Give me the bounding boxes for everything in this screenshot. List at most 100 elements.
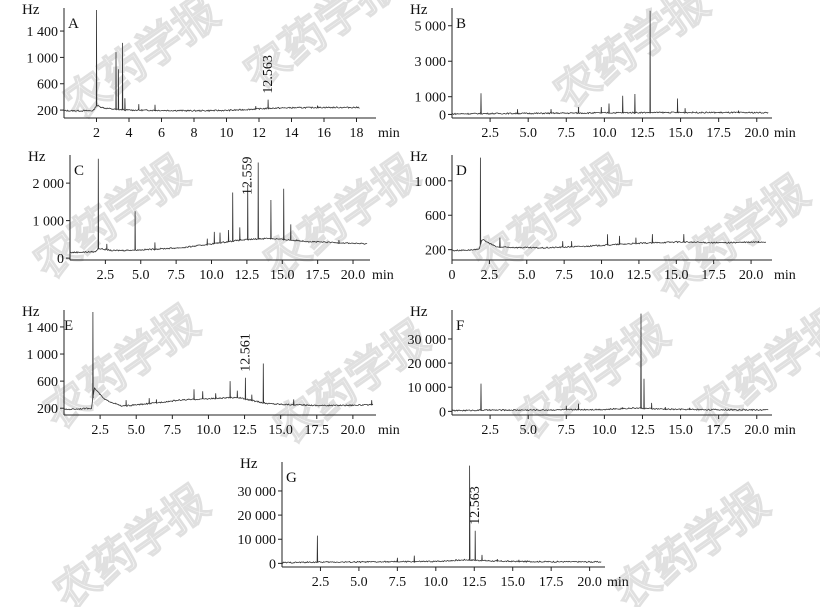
x-tick-label: 15.0 <box>668 126 693 141</box>
x-tick-label: 17.5 <box>706 423 731 438</box>
y-tick-label: 0 <box>439 108 446 123</box>
x-tick-label: 2 <box>93 126 100 141</box>
y-tick-label: 1 000 <box>415 175 447 190</box>
peak-annotation: 12.561 <box>238 333 253 372</box>
x-tick-label: 0 <box>449 268 456 283</box>
x-tick-label: 15.0 <box>268 423 293 438</box>
x-tick-label: 17.5 <box>701 268 726 283</box>
x-axis-label: min <box>774 268 796 283</box>
panel-d: 200 600 1 000 0 2.5 5.0 7.5 10.0 12.5 15.0 17.5 20.… <box>410 149 796 283</box>
y-tick-label: 5 000 <box>415 20 447 35</box>
y-tick-label: 0 <box>57 252 64 267</box>
x-tick-label: 7.5 <box>389 575 407 590</box>
x-tick-label: 10.0 <box>592 126 617 141</box>
chromatogram-trace <box>63 9 360 112</box>
x-tick-label: 12.5 <box>232 423 257 438</box>
x-tick-label: 5.0 <box>350 575 368 590</box>
y-unit-label: Hz <box>28 149 46 165</box>
chromatogram-trace <box>451 313 769 412</box>
x-tick-label: 2.5 <box>481 268 499 283</box>
x-axis-label: min <box>378 423 400 438</box>
x-tick-label: 12.5 <box>627 268 652 283</box>
x-axis-label: min <box>774 423 796 438</box>
y-tick-label: 0 <box>439 405 446 420</box>
panel-label: D <box>456 163 467 179</box>
panel-label: C <box>74 163 84 179</box>
y-unit-label: Hz <box>22 2 40 18</box>
y-tick-label: 200 <box>37 104 58 119</box>
y-tick-label: 200 <box>37 402 58 417</box>
y-tick-label: 0 <box>269 557 276 572</box>
y-tick-label: 2 000 <box>33 177 65 192</box>
x-tick-label: 15.0 <box>668 423 693 438</box>
y-tick-label: 600 <box>37 375 58 390</box>
x-tick-label: 12.5 <box>630 126 655 141</box>
x-tick-label: 5.0 <box>519 126 537 141</box>
x-tick-label: 7.5 <box>558 423 576 438</box>
y-tick-label: 1 000 <box>27 348 59 363</box>
panel-f: 0 10 000 20 000 30 000 2.5 5.0 7.5 10.0 12.5 15.0… <box>408 304 796 438</box>
x-axis-label: min <box>372 268 394 283</box>
chromatogram-trace <box>451 157 766 252</box>
chromatogram-trace <box>451 10 769 116</box>
x-tick-label: 2.5 <box>91 423 109 438</box>
y-unit-label: Hz <box>240 456 258 472</box>
y-tick-label: 20 000 <box>408 357 447 372</box>
x-tick-label: 15.0 <box>500 575 525 590</box>
y-tick-label: 200 <box>425 244 446 259</box>
x-tick-label: 17.5 <box>539 575 564 590</box>
x-tick-label: 10 <box>220 126 234 141</box>
y-tick-label: 1 000 <box>415 91 447 106</box>
x-tick-label: 12.5 <box>630 423 655 438</box>
x-tick-label: 7.5 <box>167 268 185 283</box>
x-tick-label: 10.0 <box>196 423 221 438</box>
x-tick-label: 5.0 <box>132 268 150 283</box>
x-tick-label: 20.0 <box>745 126 770 141</box>
x-tick-label: 15.0 <box>664 268 689 283</box>
peak-annotation: 12.559 <box>241 157 256 195</box>
y-tick-label: 30 000 <box>238 485 277 500</box>
panel-g: 0 10 000 20 000 30 000 2.5 5.0 7.5 10.0 12.5 15.0… <box>238 456 629 590</box>
y-unit-label: Hz <box>22 304 40 320</box>
x-tick-label: 5.0 <box>127 423 145 438</box>
y-unit-label: Hz <box>410 2 428 18</box>
y-tick-label: 1 000 <box>27 51 59 66</box>
x-axis-label: min <box>774 126 796 141</box>
x-tick-label: 17.5 <box>305 268 330 283</box>
x-tick-label: 12.5 <box>235 268 260 283</box>
panel-label: E <box>64 318 73 334</box>
panel-b: 0 1 000 3 000 5 000 2.5 5.0 7.5 10.0 12.5 15.0 17.… <box>410 2 796 141</box>
y-tick-label: 3 000 <box>415 55 447 70</box>
x-axis-label: min <box>607 575 629 590</box>
x-tick-label: 10.0 <box>424 575 449 590</box>
chromatogram-trace <box>63 311 374 411</box>
y-tick-label: 1 400 <box>27 25 59 40</box>
x-tick-label: 10.0 <box>199 268 224 283</box>
y-tick-label: 1 000 <box>33 215 65 230</box>
x-tick-label: 6 <box>158 126 165 141</box>
x-tick-label: 2.5 <box>97 268 115 283</box>
x-tick-label: 2.5 <box>481 423 499 438</box>
y-tick-label: 1 400 <box>27 321 59 336</box>
x-tick-label: 20.0 <box>341 423 366 438</box>
x-tick-label: 10.0 <box>592 423 617 438</box>
x-tick-label: 18 <box>350 126 364 141</box>
x-tick-label: 20.0 <box>577 575 602 590</box>
x-tick-label: 10.0 <box>589 268 614 283</box>
panel-a: 200 600 1 000 1 400 2 4 6 8 10 12 14 16 18 Hz min A 12.5… <box>22 2 400 141</box>
y-tick-label: 600 <box>37 78 58 93</box>
x-tick-label: 20.0 <box>739 268 764 283</box>
x-tick-label: 2.5 <box>312 575 330 590</box>
x-tick-label: 20.0 <box>745 423 770 438</box>
panel-e: 200 600 1 000 1 400 2.5 5.0 7.5 10.0 12.5 15.0 17.… <box>22 304 400 438</box>
x-tick-label: 12.5 <box>462 575 487 590</box>
y-tick-label: 20 000 <box>238 509 277 524</box>
x-tick-label: 16 <box>317 126 331 141</box>
x-tick-label: 17.5 <box>706 126 731 141</box>
x-tick-label: 4 <box>126 126 133 141</box>
panel-c: 0 1 000 2 000 2.5 5.0 7.5 10.0 12.5 15.0 17.5 20.0… <box>28 149 394 283</box>
panel-label: F <box>456 318 464 334</box>
